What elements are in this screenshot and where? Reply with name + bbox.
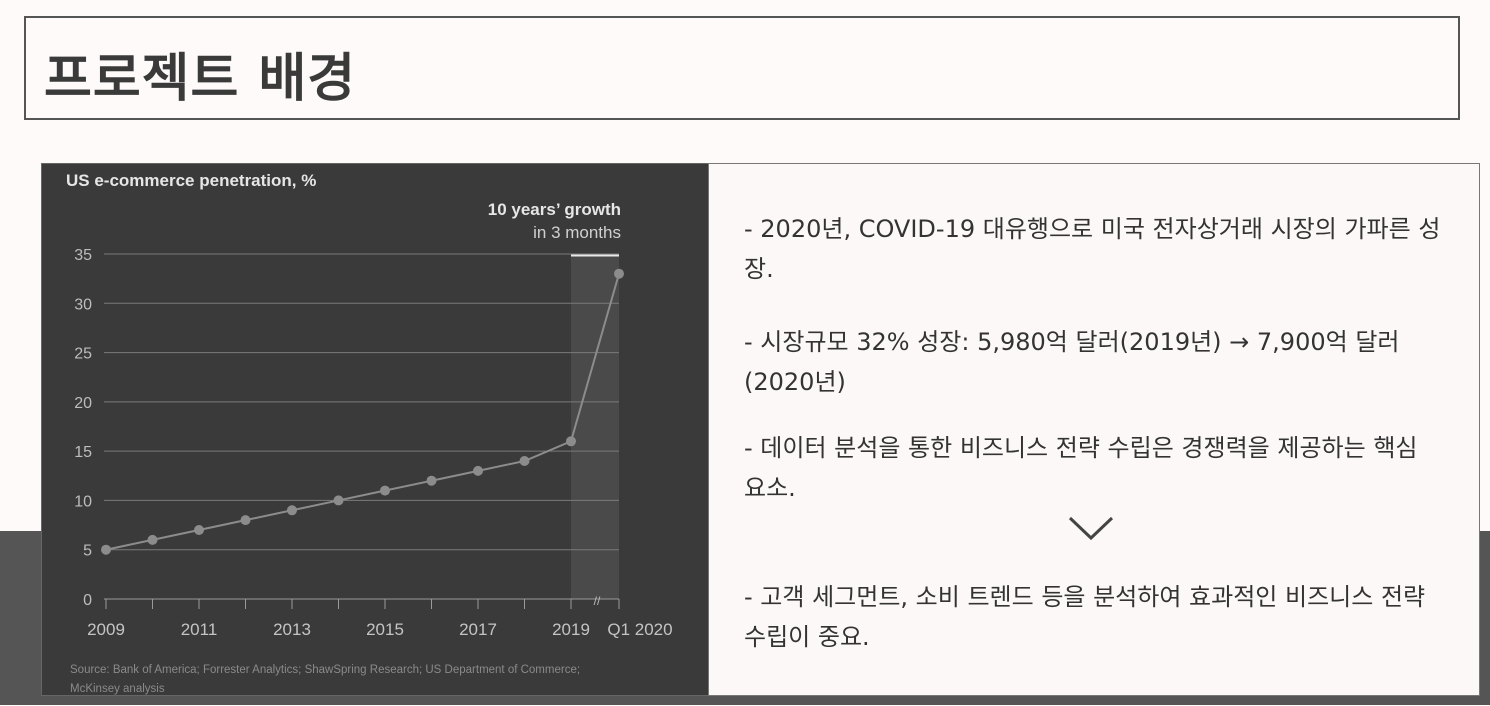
x-tick-label: 2009 [87,620,125,639]
data-point-2017 [473,465,483,476]
axis-break: // [594,594,601,608]
data-point-2010 [147,534,158,545]
y-tick-label: 15 [74,444,92,461]
y-tick-label: 25 [74,346,92,363]
data-point-2019 [566,436,576,447]
data-point-2012 [240,515,251,526]
data-point-2013 [287,505,297,516]
y-tick-label: 10 [74,493,92,510]
bullet-2: - 시장규모 32% 성장: 5,980억 달러(2019년) → 7,900억… [744,328,1400,396]
chart-panel: US e-commerce penetration, % 10 years’ gr… [41,163,709,696]
x-tick-label: 2015 [366,620,404,639]
series-line [105,273,620,551]
y-tick-label: 30 [74,296,92,313]
bullet-1: - 2020년, COVID-19 대유행으로 미국 전자상거래 시장의 가파른… [744,215,1441,283]
data-point-2009 [101,544,111,555]
source-line1: Source: Bank of America; Forrester Analy… [70,664,580,676]
data-point-Q1 2020 [614,268,624,279]
x-tick-label: 2013 [273,620,311,639]
annotation-line2: in 3 months [533,223,621,242]
x-tick-label: 2011 [181,620,218,639]
chevron-down-icon [1068,516,1114,541]
title-box: 프로젝트 배경 [24,16,1460,120]
y-tick-label: 20 [74,395,92,412]
y-tick-label: 0 [83,592,92,609]
source-line2: McKinsey analysis [70,683,165,695]
data-point-2018 [519,456,530,466]
bullet-4: - 고객 세그먼트, 소비 트렌드 등을 분석하여 효과적인 비즈니스 전략 수… [744,583,1426,651]
highlight-region [571,254,619,599]
y-tick-label: 5 [83,543,92,560]
bullet-3: - 데이터 분석을 통한 비즈니스 전략 수립은 경쟁력을 제공하는 핵심 요소… [744,434,1418,502]
data-point-2015 [380,485,390,496]
x-tick-label: 2019 [552,620,590,639]
chart-title: US e-commerce penetration, % [66,171,316,190]
y-tick-label: 35 [74,247,92,264]
page-title: 프로젝트 배경 [44,49,357,109]
data-point-2016 [426,475,437,486]
annotation-line1: 10 years’ growth [488,200,621,219]
x-tick-label: Q1 2020 [607,620,672,639]
text-panel: - 2020년, COVID-19 대유행으로 미국 전자상거래 시장의 가파른… [708,163,1480,696]
x-tick-label: 2017 [459,620,497,639]
data-point-2011 [194,525,204,535]
data-point-2014 [333,495,344,506]
